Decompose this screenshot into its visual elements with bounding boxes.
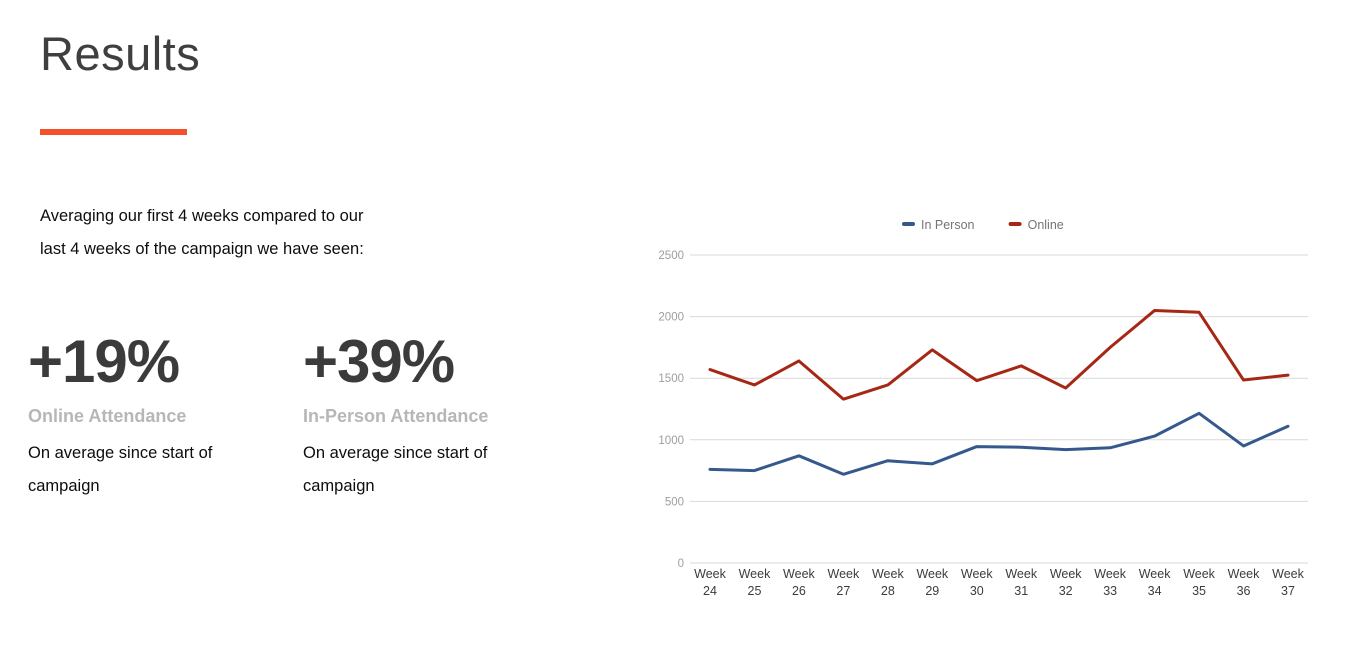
attendance-line-chart: 0 500 1000 1500 2000 2500 Week 24 Week 25 Week 26 We… — [640, 195, 1350, 635]
stat-in-person-value: +39% — [303, 328, 455, 395]
intro-line-2: last 4 weeks of the campaign we have see… — [40, 240, 364, 258]
stat-in-person: +39% In-Person Attendance On average sin… — [303, 332, 513, 503]
stat-in-person-desc: On average since start of campaign — [303, 437, 513, 503]
stats-row: +19% Online Attendance On average since … — [28, 332, 513, 503]
attendance-line-chart-svg: 0 500 1000 1500 2000 2500 Week 24 Week 25 Week 26 We… — [658, 218, 1308, 598]
x-tick-label: Week 27 — [828, 567, 860, 598]
series-line-online — [708, 308, 1290, 401]
stat-in-person-desc-line-1: On average since start of — [303, 444, 488, 462]
stat-online-desc-line-2: campaign — [28, 477, 100, 495]
x-tick-label: Week 33 — [1094, 567, 1126, 598]
y-tick-label: 2000 — [658, 312, 684, 324]
stat-in-person-label: In-Person Attendance — [303, 406, 489, 426]
x-tick-label: Week 37 — [1272, 567, 1304, 598]
stat-in-person-desc-line-2: campaign — [303, 477, 375, 495]
y-tick-label: 1500 — [658, 373, 684, 385]
legend-swatch-online — [1008, 222, 1022, 226]
x-tick-label: Week 32 — [1050, 567, 1082, 598]
legend-swatch-in-person — [902, 222, 915, 226]
stat-online-label: Online Attendance — [28, 406, 187, 426]
accent-divider — [40, 129, 187, 135]
x-tick-label: Week 28 — [872, 567, 904, 598]
legend-label-online: Online — [1028, 218, 1064, 232]
stat-online-desc-line-1: On average since start of — [28, 444, 213, 462]
x-tick-label: Week 35 — [1183, 567, 1215, 598]
x-tick-label: Week 25 — [739, 567, 771, 598]
y-tick-label: 2500 — [658, 250, 684, 262]
series-line-in-person — [708, 411, 1290, 476]
page-title: Results — [40, 27, 201, 80]
legend-label-in-person: In Person — [921, 218, 975, 232]
x-tick-label: Week 24 — [694, 567, 726, 598]
x-tick-label: Week 26 — [783, 567, 815, 598]
stat-online-desc: On average since start of campaign — [28, 437, 238, 503]
intro-line-1: Averaging our first 4 weeks compared to … — [40, 207, 364, 225]
x-tick-label: Week 30 — [961, 567, 993, 598]
x-tick-label: Week 36 — [1228, 567, 1260, 598]
y-tick-label: 1000 — [658, 435, 684, 447]
y-tick-label: 0 — [678, 558, 684, 570]
stat-online-value: +19% — [28, 328, 180, 395]
x-tick-label: Week 31 — [1005, 567, 1037, 598]
y-tick-label: 500 — [665, 496, 684, 508]
stat-online: +19% Online Attendance On average since … — [28, 332, 238, 503]
x-tick-label: Week 34 — [1139, 567, 1171, 598]
intro-text: Averaging our first 4 weeks compared to … — [40, 200, 470, 266]
x-tick-label: Week 29 — [916, 567, 948, 598]
